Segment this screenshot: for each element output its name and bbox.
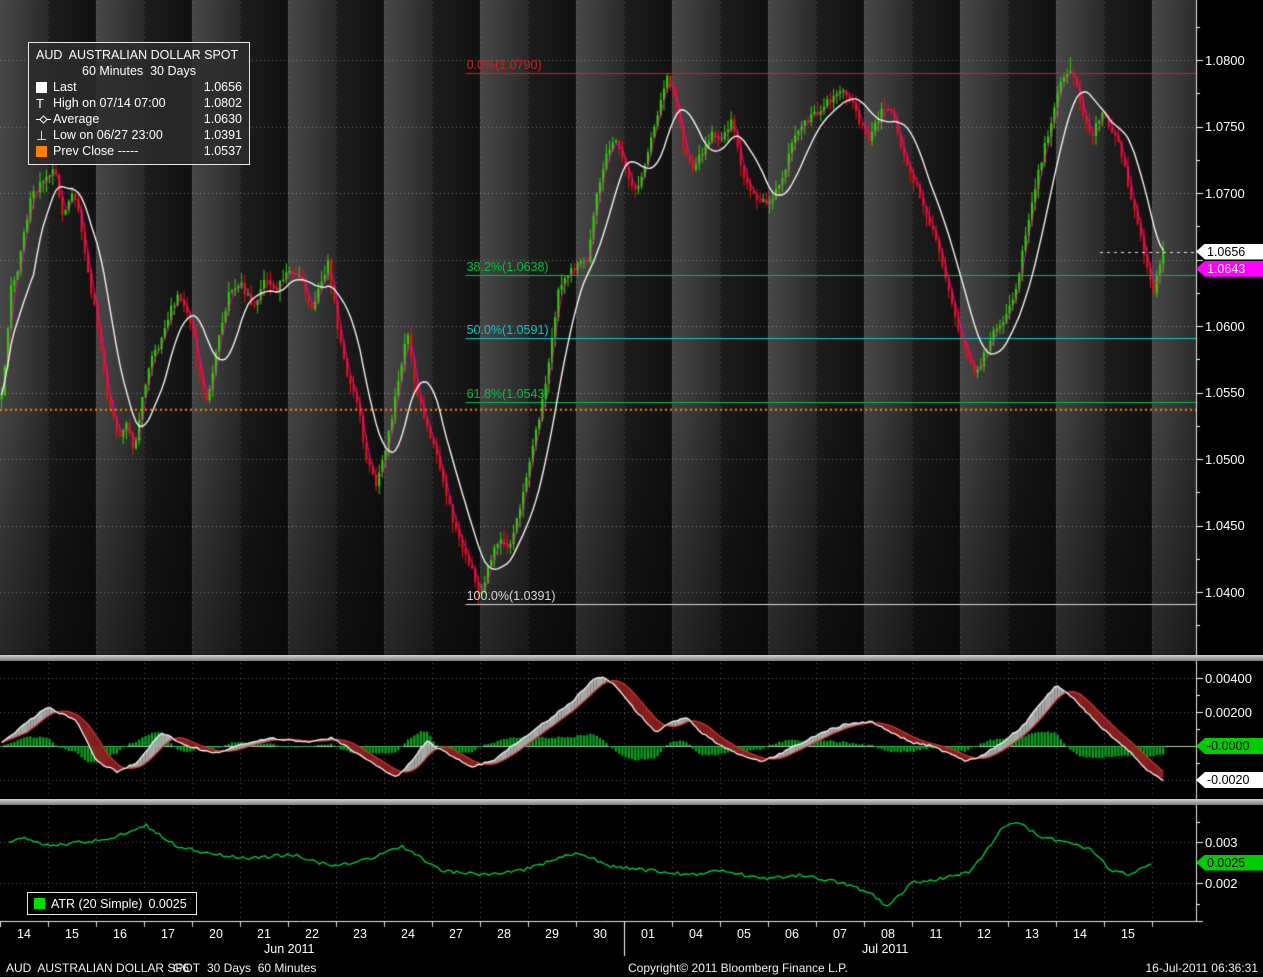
date-label: 29 (545, 927, 559, 941)
atr-legend-value: 0.0025 (148, 896, 187, 911)
price-axis-label: 1.0500 (1205, 451, 1245, 467)
legend-row-label: Prev Close ----- (53, 144, 139, 158)
status-range: 30 Days 60 Minutes (207, 961, 317, 975)
fib-label-38.2: 38.2%(1.0638) (466, 260, 549, 275)
macd-badge: -0.0020 (1196, 772, 1263, 788)
atr-axis-label: 0.003 (1205, 834, 1238, 850)
last-square-icon (36, 81, 47, 93)
fib-label-61.8: 61.8%(1.0543) (466, 386, 549, 401)
legend-row-label: Low on 06/27 23:00 (53, 128, 163, 142)
legend-row-label: Average (53, 112, 100, 126)
legend-row-value: 1.0391 (203, 128, 242, 142)
legend-row-label: Last (53, 80, 77, 94)
date-label: 20 (209, 927, 223, 941)
legend-row: T High on 07/14 07:00 1.0802 (36, 95, 242, 111)
panel-separator-2[interactable] (0, 799, 1263, 805)
high-tick-icon-wrap: T (36, 97, 53, 110)
last-square-icon-wrap (36, 81, 53, 93)
price-axis-label: 1.0550 (1205, 385, 1245, 400)
date-label: 27 (449, 927, 463, 941)
date-label: 11 (929, 927, 943, 941)
low-tick-icon-wrap: ⊥ (36, 129, 53, 142)
price-badge: 1.0643 (1196, 260, 1263, 277)
macd-axis-label: 0.00200 (1205, 704, 1252, 720)
date-label: 30 (593, 927, 607, 941)
legend-row: Prev Close ----- 1.0537 (36, 143, 242, 159)
chart-legend: AUD AUSTRALIAN DOLLAR SPOT 60 Minutes 30… (28, 42, 250, 165)
legend-row: Average 1.0630 (36, 111, 242, 127)
average-line-icon-wrap (36, 114, 53, 124)
macd-badge: -0.0000 (1196, 738, 1263, 754)
date-label: 28 (497, 927, 511, 941)
date-label: 17 (161, 927, 175, 941)
legend-rows: Last 1.0656 T High on 07/14 07:00 1.0802 Aver… (36, 79, 242, 159)
date-label: 14 (1073, 927, 1087, 941)
atr-legend: ATR (20 Simple) 0.0025 (27, 892, 197, 915)
date-label: 01 (641, 927, 655, 941)
status-bar: AUD AUSTRALIAN DOLLAR SPOT G6 30 Days 60… (0, 958, 1263, 977)
legend-row-value: 1.0656 (203, 80, 242, 94)
legend-subtitle: 60 Minutes 30 Days (82, 64, 196, 78)
date-label: 21 (257, 927, 271, 941)
legend-title: AUD AUSTRALIAN DOLLAR SPOT (36, 48, 239, 62)
month-label-jun: Jun 2011 (264, 942, 315, 956)
status-group: G6 (173, 961, 190, 975)
date-label: 12 (977, 927, 991, 941)
low-tick-icon: ⊥ (36, 127, 48, 143)
legend-row: Last 1.0656 (36, 79, 242, 95)
atr-square-icon (34, 898, 45, 909)
date-label: 07 (833, 927, 847, 941)
price-axis-label: 1.0800 (1205, 52, 1245, 68)
high-tick-icon: T (36, 95, 44, 111)
date-label: 15 (1121, 927, 1135, 941)
date-label: 14 (17, 927, 31, 941)
legend-row-value: 1.0802 (203, 96, 242, 110)
fib-label-50: 50.0%(1.0591) (466, 322, 549, 337)
price-axis-label: 1.0400 (1205, 584, 1245, 600)
status-security: AUD AUSTRALIAN DOLLAR SPOT (6, 961, 201, 975)
atr-legend-label: ATR (20 Simple) (51, 896, 143, 911)
price-badge: 1.0656 (1196, 243, 1263, 260)
date-label: 13 (1025, 927, 1039, 941)
price-axis-label: 1.0600 (1205, 318, 1245, 334)
price-axis-label: 1.0450 (1205, 518, 1245, 533)
average-line-icon (36, 114, 51, 124)
fib-label-100: 100.0%(1.0391) (466, 588, 556, 603)
legend-row-value: 1.0630 (203, 112, 242, 126)
date-label: 08 (881, 927, 895, 941)
date-label: 22 (305, 927, 319, 941)
date-label: 23 (353, 927, 367, 941)
atr-axis-label: 0.002 (1205, 875, 1238, 891)
fib-label-0: 0.0%(1.0790) (466, 58, 542, 73)
legend-row-value: 1.0537 (203, 144, 242, 158)
date-label: 05 (737, 927, 751, 941)
panel-separator-1[interactable] (0, 655, 1263, 661)
atr-badge: 0.0025 (1196, 854, 1263, 871)
status-copyright: Copyright© 2011 Bloomberg Finance L.P. (628, 961, 848, 975)
date-label: 16 (113, 927, 127, 941)
date-label: 06 (785, 927, 799, 941)
price-axis-label: 1.0700 (1205, 185, 1245, 201)
prev-close-square-icon-wrap (36, 145, 53, 157)
legend-row-label: High on 07/14 07:00 (53, 96, 166, 110)
prev-close-square-icon (36, 145, 47, 157)
month-label-jul: Jul 2011 (862, 942, 909, 956)
date-label: 15 (65, 927, 79, 941)
price-axis-label: 1.0750 (1205, 119, 1245, 134)
legend-row: ⊥ Low on 06/27 23:00 1.0391 (36, 127, 242, 143)
date-label: 04 (689, 927, 703, 941)
date-label: 24 (401, 927, 415, 941)
macd-axis-label: 0.00400 (1205, 670, 1252, 686)
status-timestamp: 16-Jul-2011 06:36:31 (1145, 961, 1258, 975)
